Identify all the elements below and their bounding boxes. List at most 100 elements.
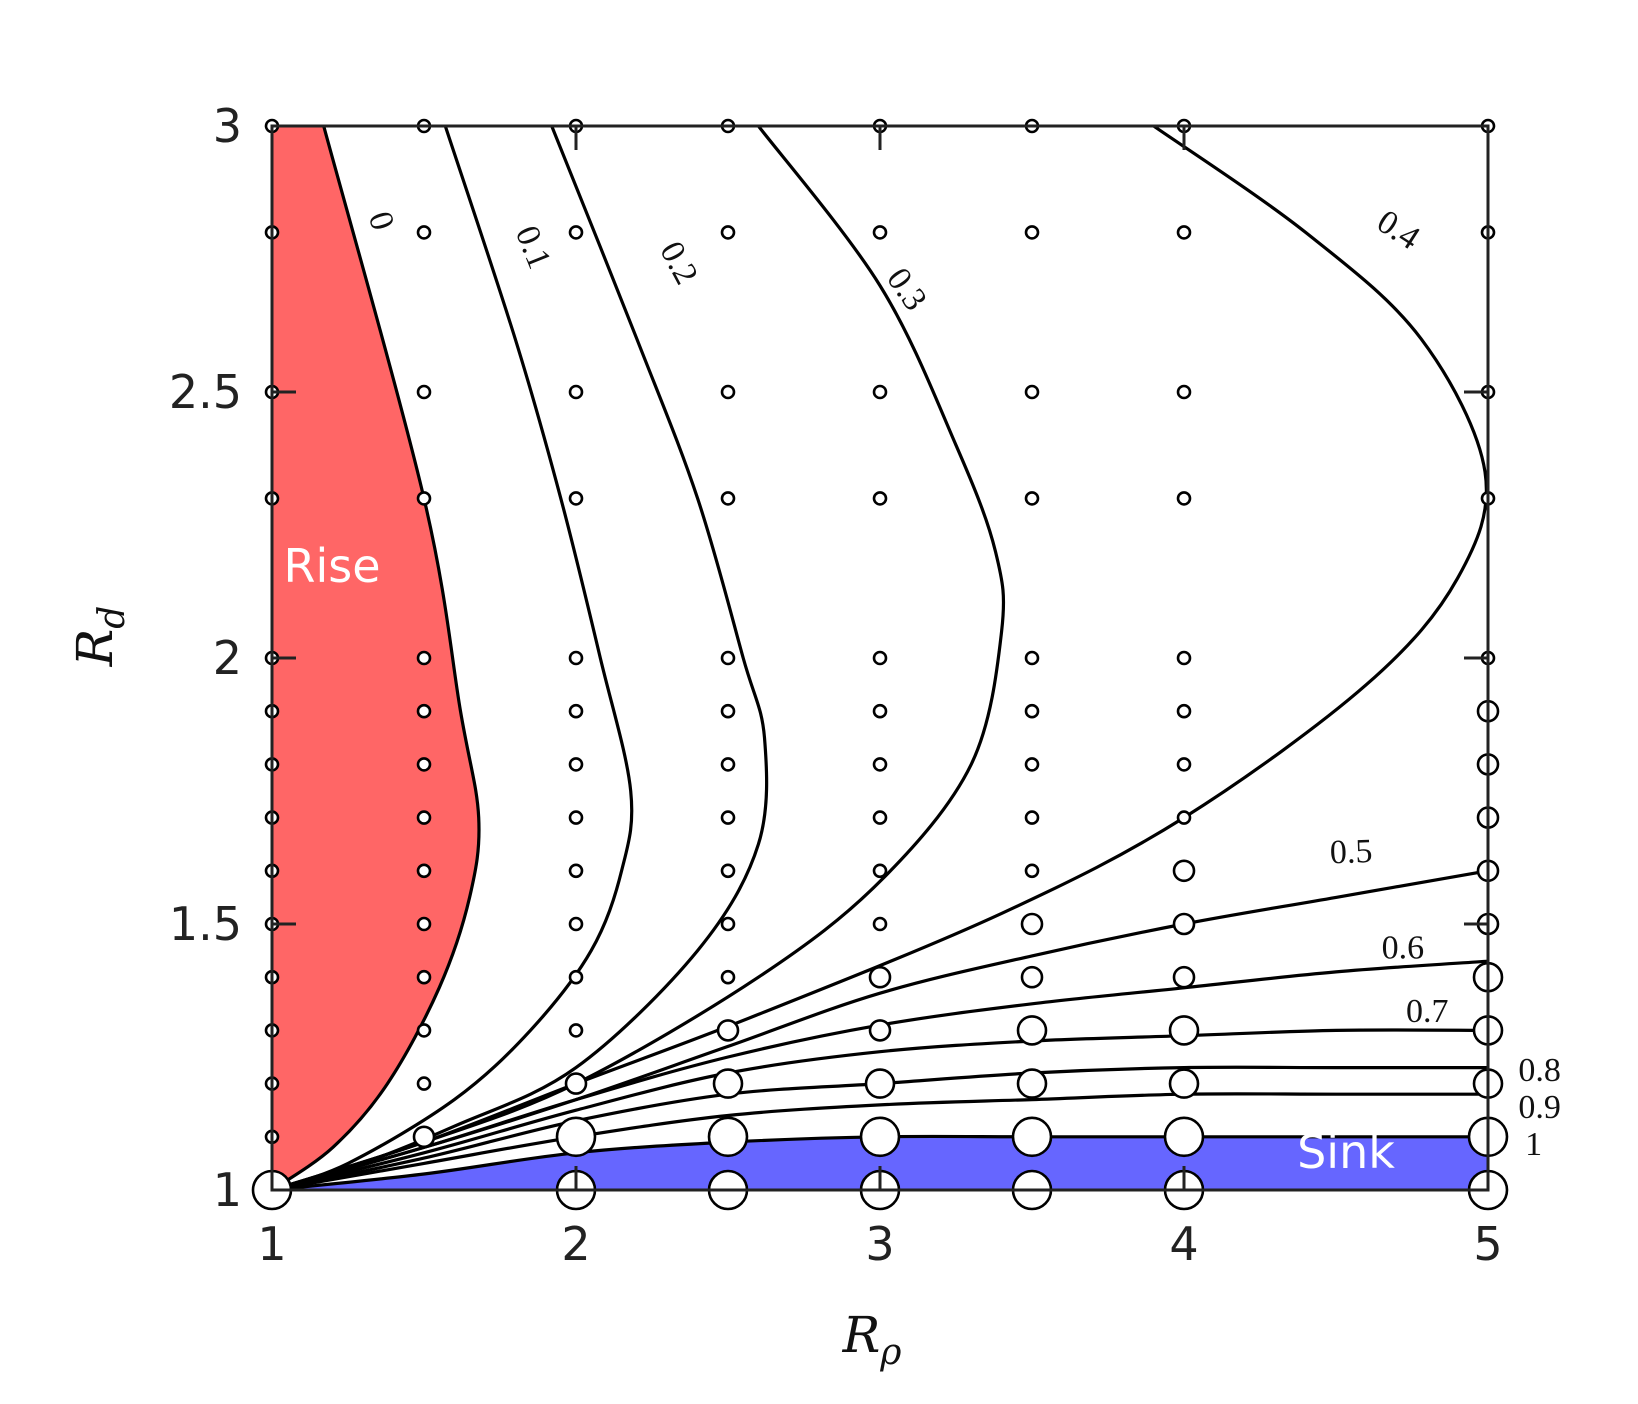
data-point <box>416 491 432 506</box>
data-point <box>1024 757 1040 772</box>
data-point <box>868 1019 892 1042</box>
data-point <box>872 916 888 932</box>
data-point <box>868 965 892 989</box>
data-point <box>416 863 432 879</box>
data-point <box>1172 859 1196 883</box>
x-tick-label: 4 <box>1169 1217 1198 1271</box>
contour-line-0.1 <box>271 125 634 1192</box>
data-point <box>716 1019 740 1042</box>
contour-line-0.2 <box>271 125 769 1192</box>
data-point <box>720 863 736 879</box>
data-point <box>1024 225 1040 240</box>
data-point <box>720 225 736 240</box>
data-point <box>872 810 888 825</box>
contour-line-0.7 <box>271 1028 1489 1192</box>
sink-region-label: Sink <box>1297 1125 1395 1179</box>
data-point <box>564 1072 588 1095</box>
data-point <box>1024 650 1040 666</box>
data-point <box>720 916 736 932</box>
data-point <box>416 650 432 666</box>
data-point <box>872 650 888 666</box>
data-point <box>416 225 432 240</box>
data-point <box>568 969 584 985</box>
x-tick-label: 5 <box>1473 1217 1502 1271</box>
data-point <box>1176 703 1192 719</box>
contour-label-0.2: 0.2 <box>652 236 705 291</box>
data-point <box>416 384 432 400</box>
data-point <box>1024 384 1040 400</box>
data-point <box>1016 1068 1048 1099</box>
y-tick-label: 1.5 <box>169 897 242 951</box>
data-point <box>720 810 736 825</box>
y-tick-label: 1 <box>213 1163 242 1217</box>
axes-layer: 1 2 3 4 5 1 1.5 2 2.5 3 <box>169 99 1503 1271</box>
data-point <box>1024 703 1040 719</box>
data-point <box>859 1116 901 1158</box>
contour-line-0 <box>271 125 481 1192</box>
y-tick-label: 2 <box>213 631 242 685</box>
data-point <box>416 916 432 932</box>
data-point <box>416 1076 432 1091</box>
data-point <box>1176 650 1192 666</box>
contour-line-0.9 <box>271 1092 1488 1192</box>
data-point <box>1168 1015 1200 1046</box>
data-point <box>416 1023 432 1038</box>
data-point <box>1176 384 1192 400</box>
y-tick-label: 2.5 <box>169 365 242 419</box>
data-point <box>568 863 584 879</box>
x-tick-label: 3 <box>865 1217 894 1271</box>
x-tick-label: 2 <box>561 1217 590 1271</box>
data-point <box>416 969 432 985</box>
rise-region <box>272 126 480 1190</box>
contour-label-0.3: 0.3 <box>879 261 934 317</box>
data-point <box>1020 912 1044 936</box>
x-axis-label: Rρ <box>842 1306 902 1373</box>
data-point <box>712 1068 744 1099</box>
data-point <box>720 757 736 772</box>
data-point <box>720 491 736 506</box>
contour-label-0.6: 0.6 <box>1382 929 1425 966</box>
data-point <box>416 703 432 719</box>
data-point <box>568 225 584 240</box>
x-tick-label: 1 <box>257 1217 286 1271</box>
data-point <box>1020 965 1044 989</box>
data-point <box>864 1068 896 1099</box>
data-point <box>720 703 736 719</box>
y-axis-label-group: Rd <box>66 606 133 668</box>
data-point <box>1163 1116 1205 1158</box>
data-point <box>568 703 584 719</box>
contour-label-0.7: 0.7 <box>1406 993 1449 1030</box>
data-point <box>1024 863 1040 879</box>
data-point <box>1176 810 1192 825</box>
data-point <box>412 1125 436 1149</box>
data-point <box>1016 1015 1048 1046</box>
data-point <box>555 1116 597 1158</box>
data-point <box>568 491 584 506</box>
data-point <box>1011 1116 1053 1158</box>
data-point <box>1172 912 1196 936</box>
data-point <box>872 225 888 240</box>
data-point <box>1176 757 1192 772</box>
data-point <box>568 384 584 400</box>
data-point <box>568 1023 584 1038</box>
y-tick-label: 3 <box>213 99 242 153</box>
data-point <box>872 384 888 400</box>
rise-region-label: Rise <box>283 539 380 593</box>
data-point <box>872 863 888 879</box>
data-point <box>1176 225 1192 240</box>
contour-line-0.3 <box>271 125 1006 1192</box>
data-point <box>1168 1068 1200 1099</box>
data-point <box>872 757 888 772</box>
data-point <box>416 757 432 772</box>
contour-label-1: 1 <box>1525 1126 1542 1163</box>
contour-label-0: 0 <box>361 207 401 235</box>
data-point <box>568 916 584 932</box>
data-point <box>568 757 584 772</box>
data-point <box>568 810 584 825</box>
contour-label-0.8: 0.8 <box>1518 1052 1561 1089</box>
data-point <box>1176 491 1192 506</box>
data-point <box>707 1116 749 1158</box>
contour-label-0.1: 0.1 <box>508 221 558 274</box>
data-point <box>568 650 584 666</box>
